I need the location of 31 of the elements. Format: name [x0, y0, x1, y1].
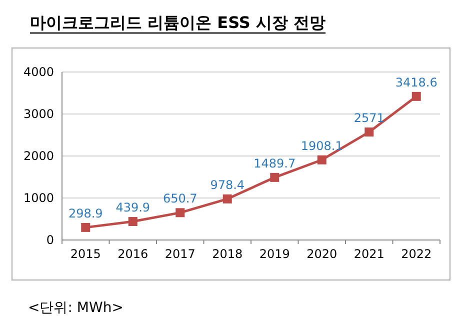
- data-label: 978.4: [210, 178, 245, 192]
- title: 마이크로그리드 리튬이온 ESS 시장 전망: [30, 13, 326, 32]
- data-label: 2571: [354, 111, 384, 126]
- x-tick-label: 2019: [259, 247, 290, 261]
- y-tick-label: 3000: [23, 107, 54, 121]
- x-tick-label: 2021: [354, 247, 384, 261]
- data-label: 1489.7: [254, 156, 296, 170]
- x-tick-label: 2017: [164, 247, 196, 261]
- x-tick-label: 2022: [401, 247, 432, 261]
- data-label: 298.9: [68, 206, 103, 220]
- data-label: 1908.1: [300, 138, 343, 153]
- point: [222, 194, 232, 204]
- x-tick-label: 2020: [306, 247, 338, 261]
- point: [412, 92, 421, 101]
- x-tick-label: 2016: [118, 247, 148, 261]
- y-tick-label: 1000: [23, 191, 54, 205]
- data-label: 3418.6: [395, 75, 438, 90]
- y-tick-label: 2000: [23, 149, 54, 163]
- point: [270, 172, 280, 182]
- data-label: 439.9: [116, 200, 150, 215]
- point: [128, 217, 138, 226]
- x-tick-label: 2018: [212, 247, 243, 261]
- point: [317, 155, 326, 164]
- point: [364, 128, 374, 137]
- data-label: 650.7: [162, 192, 198, 206]
- y-tick-label: 4000: [23, 65, 54, 79]
- x-tick-label: 2015: [70, 247, 101, 261]
- point: [176, 208, 185, 218]
- point: [81, 222, 90, 232]
- y-tick-label: 0: [46, 233, 54, 247]
- text: <단위: MWh>: [28, 300, 124, 316]
